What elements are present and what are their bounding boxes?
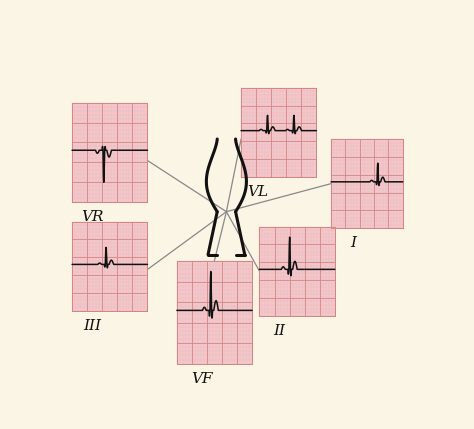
Text: VR: VR — [81, 210, 103, 224]
Text: II: II — [273, 324, 286, 338]
FancyBboxPatch shape — [72, 222, 147, 311]
FancyBboxPatch shape — [331, 139, 403, 228]
FancyBboxPatch shape — [241, 88, 316, 177]
FancyBboxPatch shape — [259, 227, 335, 316]
Text: III: III — [83, 319, 101, 333]
FancyBboxPatch shape — [177, 261, 252, 364]
Text: VF: VF — [191, 372, 213, 386]
Text: VL: VL — [247, 185, 268, 199]
Text: I: I — [350, 236, 356, 251]
FancyBboxPatch shape — [72, 103, 147, 202]
